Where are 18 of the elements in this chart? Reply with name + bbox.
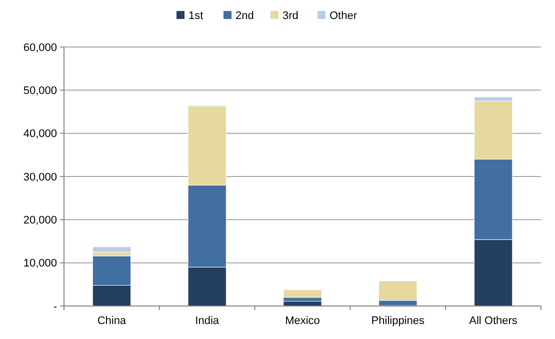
y-tick-label: 50,000	[23, 85, 57, 98]
x-tick-label: China	[97, 315, 127, 327]
y-tick-label: 20,000	[23, 214, 57, 227]
y-tick-label: 30,000	[23, 171, 57, 184]
y-tick-label: -	[53, 300, 58, 313]
x-tick-label: India	[195, 315, 220, 327]
legend-label: 2nd	[236, 10, 254, 22]
bar	[92, 246, 132, 252]
y-tick-label: 10,000	[23, 258, 57, 270]
bar	[283, 289, 322, 298]
x-tick-label: All Others	[469, 315, 518, 327]
legend-label: 1st	[188, 10, 204, 22]
x-tick-label: Philippines	[371, 315, 425, 327]
y-tick-label: 60,000	[23, 42, 57, 54]
legend-label: 3rd	[282, 10, 298, 22]
legend-label: Other	[330, 10, 358, 22]
y-tick-label: 40,000	[23, 128, 57, 140]
x-tick-label: Mexico	[285, 315, 320, 327]
